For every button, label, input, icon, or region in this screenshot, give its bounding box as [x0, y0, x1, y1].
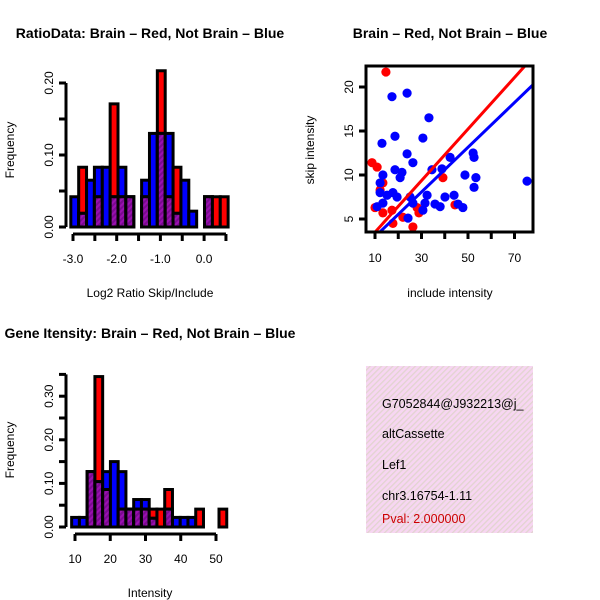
x-axis-label: Log2 Ratio Skip/Include — [87, 286, 214, 300]
blue-point — [392, 192, 402, 202]
info-background — [366, 366, 533, 533]
y-tick-label: 0.20 — [42, 428, 56, 452]
x-tick-label: 50 — [461, 251, 475, 265]
y-tick-label: 0.10 — [42, 143, 56, 167]
blue-point — [375, 178, 385, 188]
blue-point — [460, 170, 470, 180]
scatter-panel: Brain – Red, Not Brain – Blue 10 30 50 7051… — [303, 25, 547, 300]
y-tick-label: 10 — [342, 168, 356, 182]
y-tick-label: 20 — [342, 80, 356, 94]
blue-point — [440, 192, 450, 202]
chart-title: Brain – Red, Not Brain – Blue — [353, 25, 548, 41]
blue-point — [395, 173, 405, 183]
x-tick-label: 50 — [209, 552, 223, 566]
x-tick-label: 10 — [68, 552, 82, 566]
blue-point — [403, 213, 413, 223]
x-tick-label: 70 — [508, 251, 522, 265]
blue-point — [471, 173, 481, 183]
chromosome-location: chr3.16754-1.11 — [382, 489, 472, 503]
blue-point — [390, 131, 400, 141]
y-tick-label: 0.00 — [42, 515, 56, 539]
blue-point — [387, 92, 397, 102]
blue-point — [418, 133, 428, 143]
x-tick-label: -3.0 — [63, 252, 84, 266]
gene-name: Lef1 — [382, 458, 406, 472]
x-tick-label: 40 — [174, 552, 188, 566]
blue-point — [378, 198, 388, 208]
y-tick-label: 0.10 — [42, 471, 56, 495]
y-axis-label: Frequency — [3, 422, 17, 479]
x-tick-label: 0.0 — [196, 252, 213, 266]
red-bar — [194, 507, 205, 529]
blue-point — [420, 198, 430, 208]
blue-point — [402, 149, 412, 159]
blue-fit-line — [377, 84, 533, 232]
info-panel: G7052844@J932213@j_ altCassette Lef1 chr… — [366, 366, 533, 533]
chart-title: RatioData: Brain – Red, Not Brain – Blue — [16, 25, 285, 41]
blue-point — [378, 170, 388, 180]
red-point — [372, 162, 382, 172]
x-axis-label: Intensity — [128, 586, 173, 600]
ratio-histogram-panel: RatioData: Brain – Red, Not Brain – Blue… — [3, 25, 284, 300]
intensity-histogram-panel: Gene Itensity: Brain – Red, Not Brain – … — [3, 325, 296, 600]
y-tick-label: 0.30 — [42, 384, 56, 408]
y-tick-label: 0.00 — [42, 215, 56, 239]
red-point — [408, 222, 418, 232]
plot-frame — [364, 64, 535, 234]
blue-point — [522, 176, 532, 186]
event-type: altCassette — [382, 427, 445, 441]
intensity-histogram-axes: 0.00 0.10 0.20 0.30 10 20 30 40 50 — [42, 372, 223, 566]
x-axis-label: include intensity — [407, 286, 492, 300]
red-bar — [218, 195, 230, 229]
red-bar — [217, 507, 229, 529]
y-axis-label: Frequency — [3, 122, 17, 179]
overlap-bar — [124, 195, 136, 229]
x-tick-label: -2.0 — [106, 252, 127, 266]
event-id: G7052844@J932213@j_ — [382, 397, 525, 411]
blue-point — [408, 158, 418, 168]
scatter-axes: 10 30 50 70 5 10 15 20 — [342, 80, 521, 265]
blue-point — [422, 190, 432, 200]
ratio-histogram-axes: 0.00 0.10 0.20 -3.0 -2.0 -1.0 0.0 — [42, 71, 228, 266]
intensity-histogram-bars — [70, 375, 229, 529]
x-tick-label: -1.0 — [150, 252, 171, 266]
blue-bar — [179, 178, 191, 229]
red-fit-line — [373, 66, 527, 232]
y-axis-label: skip intensity — [303, 116, 317, 185]
pval-text: Pval: 2.000000 — [382, 512, 465, 526]
blue-point — [377, 138, 387, 148]
y-tick-label: 0.20 — [42, 71, 56, 95]
blue-point — [469, 152, 479, 162]
blue-point — [402, 88, 412, 98]
blue-point — [458, 202, 468, 213]
y-tick-label: 15 — [342, 124, 356, 138]
ratio-histogram-bars — [69, 69, 230, 229]
y-tick-label: 5 — [342, 215, 356, 222]
chart-title: Gene Itensity: Brain – Red, Not Brain – … — [5, 325, 296, 341]
x-tick-label: 20 — [104, 552, 118, 566]
blue-point — [418, 205, 428, 215]
blue-bar — [187, 209, 199, 229]
blue-point — [469, 182, 479, 192]
x-tick-label: 30 — [139, 552, 153, 566]
red-point — [381, 67, 391, 77]
blue-point — [424, 113, 434, 123]
blue-point — [449, 190, 459, 200]
blue-point — [390, 165, 400, 175]
blue-point — [435, 202, 445, 212]
x-tick-label: 30 — [415, 251, 429, 265]
x-tick-label: 10 — [368, 251, 382, 265]
blue-point — [375, 188, 385, 198]
blue-point — [445, 152, 455, 162]
scatter-marks — [367, 66, 533, 232]
red-point — [378, 208, 388, 218]
